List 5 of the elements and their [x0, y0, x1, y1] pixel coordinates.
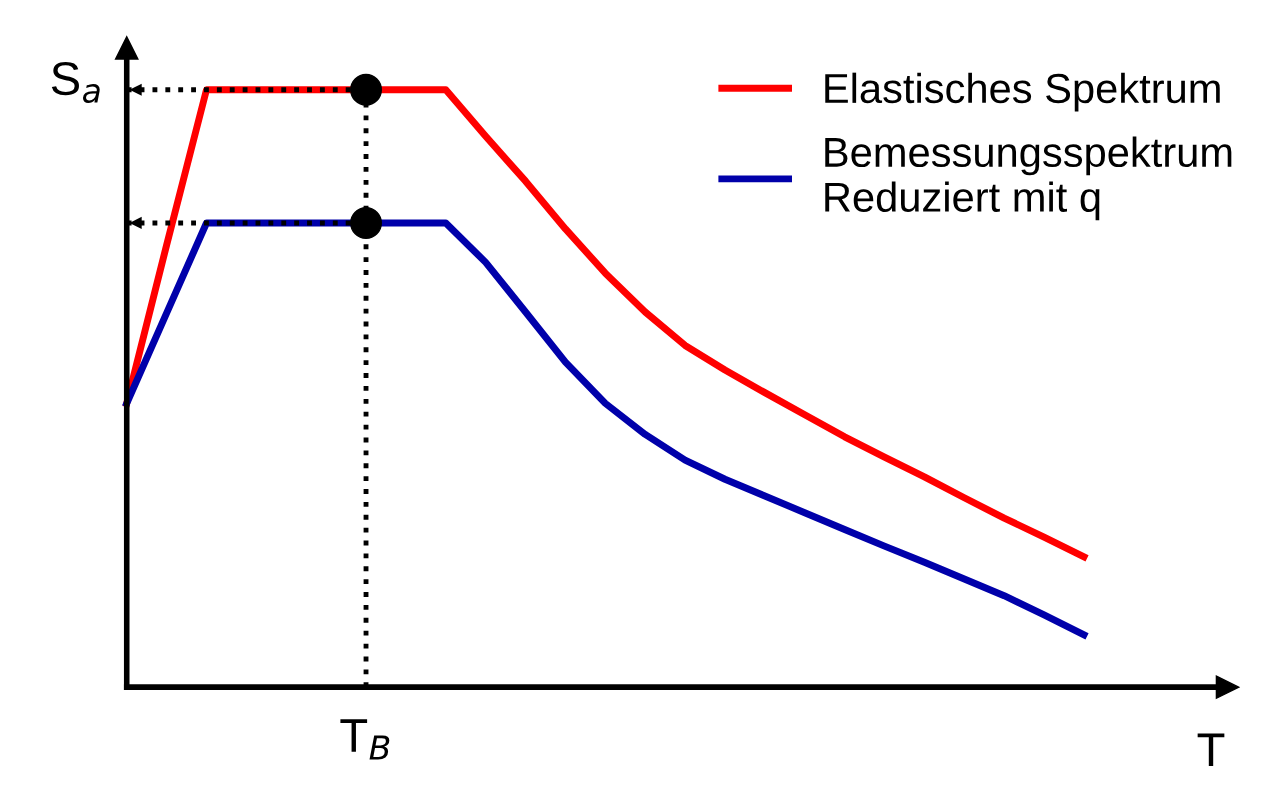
- y-axis-title: S$_{a}$: [51, 61, 100, 104]
- legend-label: Bemessungsspektrum Reduziert mit q: [825, 136, 1232, 221]
- text: T$_{B}$: [340, 719, 390, 760]
- legend-label: Elastisches Spektrum: [825, 72, 1220, 112]
- x-axis-title: T: [1197, 733, 1225, 767]
